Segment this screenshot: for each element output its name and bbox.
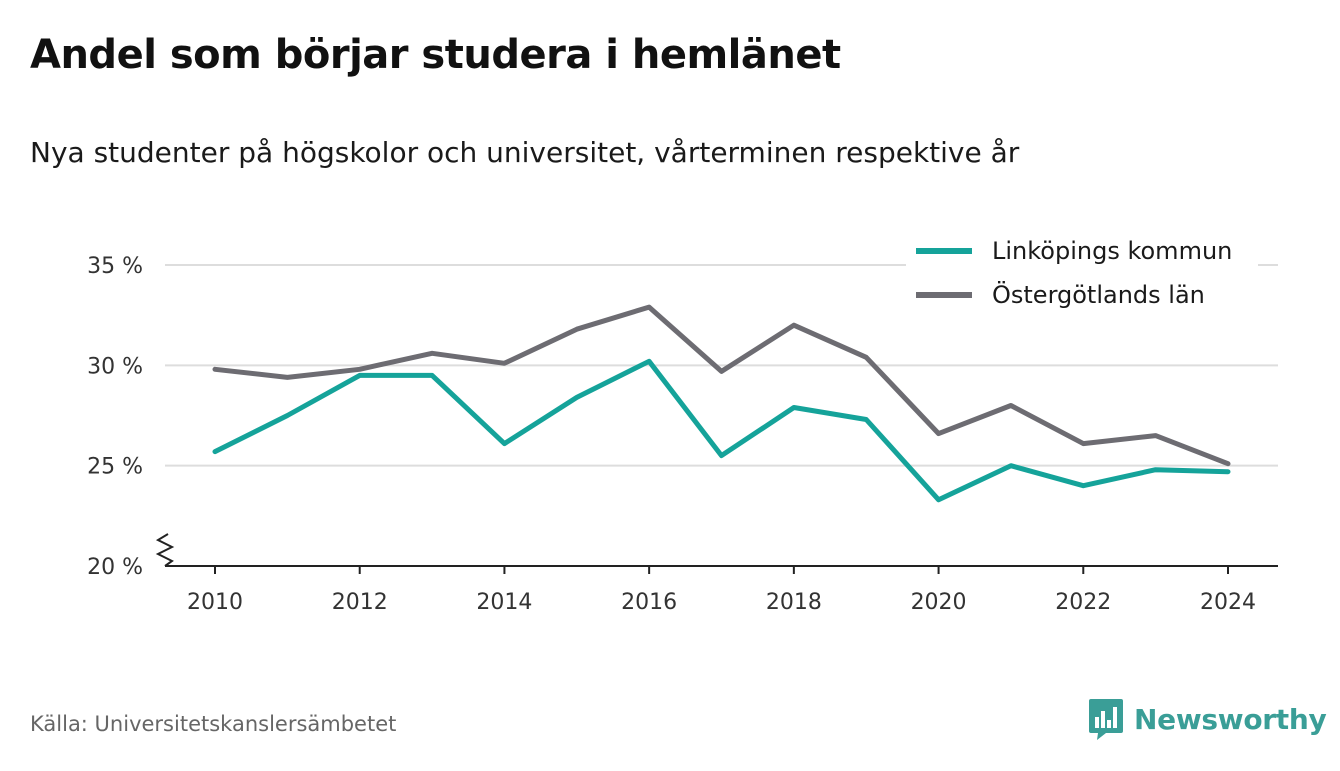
y-tick-label: 30 % bbox=[87, 354, 143, 379]
y-tick-label: 20 % bbox=[87, 555, 143, 580]
brand-name: Newsworthy bbox=[1134, 702, 1327, 736]
y-axis-break-icon bbox=[155, 533, 175, 567]
x-tick-label: 2010 bbox=[187, 590, 243, 615]
x-tick-label: 2020 bbox=[911, 590, 967, 615]
line-chart: 20 % 25 % 30 % 35 % 2010 2012 2014 2016 2018 2020… bbox=[87, 232, 1278, 615]
chart-subtitle: Nya studenter på högskolor och universit… bbox=[30, 136, 1020, 169]
series-line bbox=[212, 358, 1231, 503]
brand-logo: Newsworthy bbox=[1088, 697, 1327, 741]
y-tick-label: 25 % bbox=[87, 455, 143, 480]
x-tick-label: 2014 bbox=[476, 590, 532, 615]
y-tick-label: 35 % bbox=[87, 254, 143, 279]
bar-chart-speech-bubble-icon bbox=[1089, 699, 1123, 740]
x-tick-label: 2016 bbox=[621, 590, 677, 615]
x-tick-label: 2012 bbox=[332, 590, 388, 615]
x-tick-label: 2022 bbox=[1055, 590, 1111, 615]
x-tick-label: 2018 bbox=[766, 590, 822, 615]
legend-background bbox=[906, 232, 1258, 316]
x-tick-label: 2024 bbox=[1200, 590, 1256, 615]
chart-title: Andel som börjar studera i hemlänet bbox=[30, 32, 841, 78]
legend-label: Linköpings kommun bbox=[992, 237, 1232, 265]
source-note: Källa: Universitetskanslersämbetet bbox=[30, 712, 397, 736]
series-line bbox=[212, 304, 1231, 467]
legend-label: Östergötlands län bbox=[992, 280, 1205, 309]
